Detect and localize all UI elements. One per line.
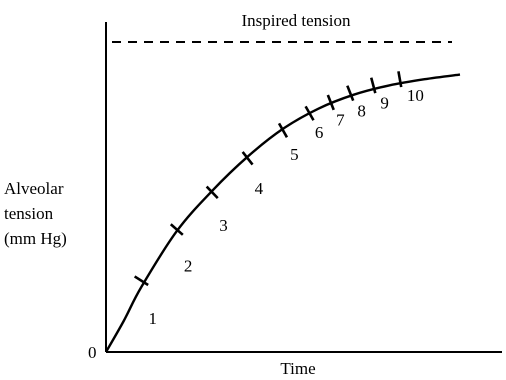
origin-label: 0: [88, 343, 97, 362]
breath-number-3: 3: [219, 216, 228, 235]
breath-number-1: 1: [148, 309, 157, 328]
breath-number-7: 7: [336, 111, 345, 130]
breath-mark-4: [241, 151, 254, 166]
breath-number-9: 9: [380, 94, 389, 113]
x-axis-label: Time: [280, 359, 315, 378]
y-axis-label-line-3: (mm Hg): [4, 229, 67, 248]
y-axis-label-line-1: Alveolar: [4, 179, 64, 198]
breath-number-10: 10: [407, 86, 424, 105]
breath-number-5: 5: [290, 145, 299, 164]
breath-mark-10: [397, 71, 403, 88]
breath-mark-9: [369, 77, 377, 94]
breath-mark-8: [346, 85, 355, 102]
breath-number-8: 8: [357, 101, 366, 120]
breath-mark-3: [205, 185, 219, 200]
breath-mark-1: [133, 275, 149, 287]
breath-numbers: 1 2 3 4 567 8 9 10: [148, 86, 423, 328]
breath-mark-5: [277, 122, 289, 138]
breath-number-4: 4: [255, 179, 264, 198]
breath-number-6: 6: [315, 123, 324, 142]
breath-number-2: 2: [184, 256, 193, 275]
breath-mark-6: [304, 105, 315, 121]
breath-mark-7: [326, 94, 335, 111]
y-axis-label-line-2: tension: [4, 204, 54, 223]
alveolar-tension-curve: [104, 73, 461, 353]
breath-mark-2: [169, 223, 184, 236]
inspired-tension-label: Inspired tension: [241, 11, 351, 30]
breath-marks: [133, 71, 403, 287]
